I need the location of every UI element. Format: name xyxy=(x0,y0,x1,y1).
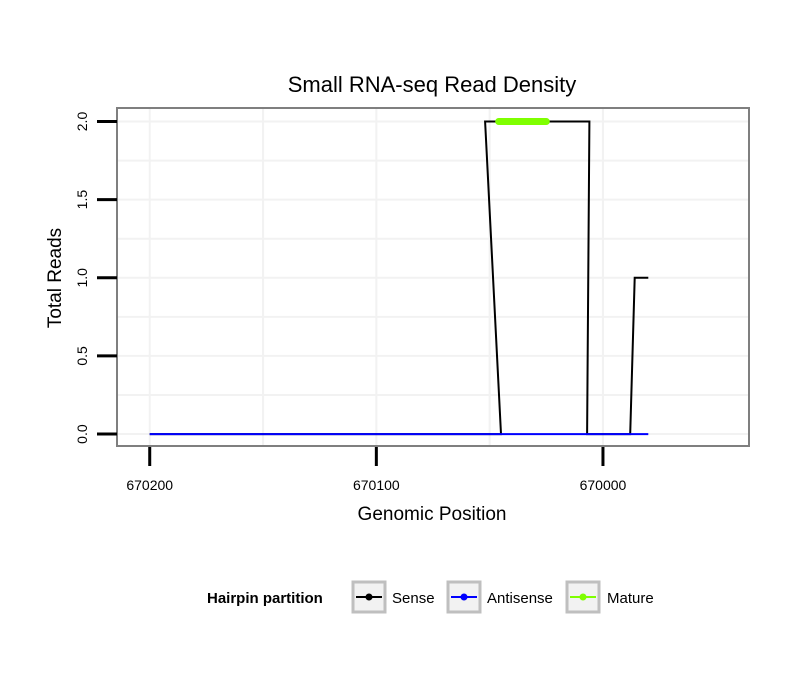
x-axis-label: Genomic Position xyxy=(358,504,507,525)
y-tick-label: 1.5 xyxy=(74,190,90,210)
series-layer xyxy=(149,118,649,436)
legend-title: Hairpin partition xyxy=(207,590,323,607)
legend: Hairpin partition Sense Antisense Mature xyxy=(207,580,654,614)
legend-point-sense xyxy=(365,593,373,601)
y-axis-label: Total Reads xyxy=(45,228,66,328)
legend-label-mature: Mature xyxy=(607,590,654,607)
legend-item-mature: Mature xyxy=(565,580,654,614)
chart-title: Small RNA-seq Read Density xyxy=(288,72,577,97)
y-axis: 0.0 0.5 1.0 1.5 2.0 xyxy=(74,112,117,444)
legend-label-antisense: Antisense xyxy=(487,590,553,607)
legend-item-sense: Sense xyxy=(351,580,435,614)
x-tick-label: 670200 xyxy=(126,477,173,493)
y-tick-label: 2.0 xyxy=(74,112,90,132)
y-tick-label: 1.0 xyxy=(74,268,90,288)
legend-item-antisense: Antisense xyxy=(446,580,553,614)
legend-point-antisense xyxy=(460,593,468,601)
x-tick-label: 670000 xyxy=(580,477,627,493)
legend-label-sense: Sense xyxy=(392,590,435,607)
x-tick-label: 670100 xyxy=(353,477,400,493)
y-tick-label: 0.0 xyxy=(74,424,90,444)
x-axis: 670200 670100 670000 xyxy=(126,447,627,493)
plot-grid xyxy=(118,109,748,445)
y-tick-label: 0.5 xyxy=(74,346,90,366)
legend-point-mature xyxy=(579,593,587,601)
